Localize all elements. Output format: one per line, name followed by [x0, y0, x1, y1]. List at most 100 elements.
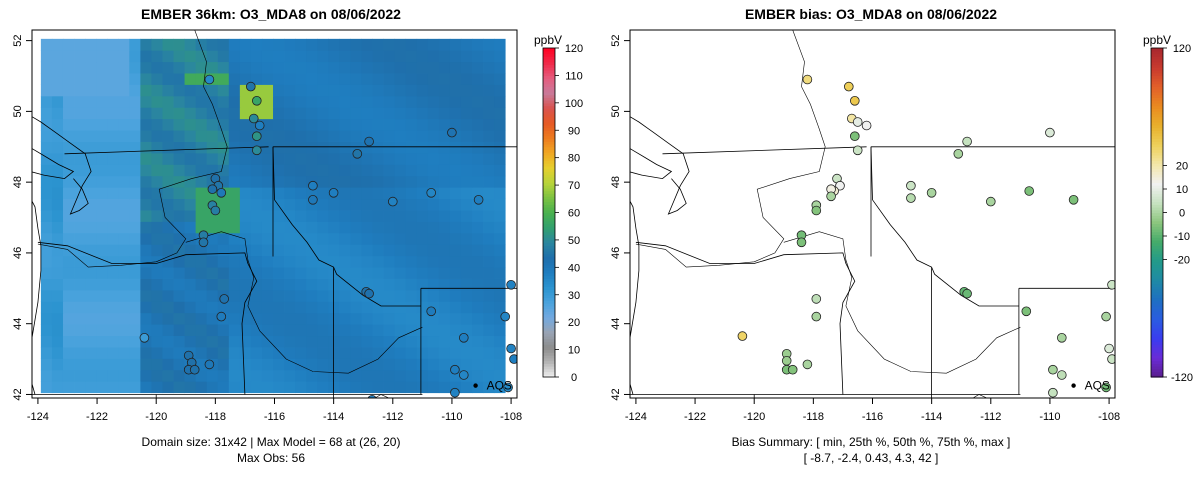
model-cell [372, 312, 384, 325]
model-cell [472, 61, 484, 74]
colorbar-tick-label: 50 [568, 235, 580, 247]
bias-point [906, 180, 916, 191]
bias-point [953, 149, 964, 159]
model-cell [85, 312, 97, 325]
model-cell [96, 141, 108, 154]
model-cell [151, 50, 163, 63]
model-cell [350, 335, 362, 348]
colorbar-swatch [543, 267, 555, 271]
colorbar-swatch [543, 132, 555, 137]
model-cell [74, 84, 86, 97]
model-cell [361, 312, 373, 325]
model-cell [40, 301, 53, 314]
model-cell [239, 255, 252, 268]
colorbar-swatch [1151, 78, 1163, 82]
model-cell [74, 141, 86, 154]
model-cell [206, 301, 219, 314]
colorbar-swatch [1151, 127, 1163, 131]
colorbar-swatch [543, 270, 555, 274]
model-cell [427, 369, 440, 382]
model-cell [184, 289, 197, 302]
colorbar-swatch [1151, 53, 1163, 57]
model-cell [427, 232, 440, 245]
model-cell [96, 107, 108, 120]
model-cell [129, 187, 141, 200]
colorbar-swatch [1151, 64, 1163, 68]
model-cell [416, 95, 429, 108]
observation-point [219, 294, 230, 304]
model-cell [85, 84, 97, 97]
model-cell [162, 369, 174, 382]
model-cell [51, 61, 64, 74]
model-cell [62, 358, 75, 371]
model-cell [151, 95, 163, 108]
colorbar-swatch [1151, 48, 1163, 52]
model-cell [394, 289, 407, 302]
model-cell [472, 38, 484, 51]
colorbar-swatch [1151, 179, 1163, 183]
model-cell [250, 221, 263, 234]
model-cell [350, 312, 362, 325]
model-cell [162, 210, 174, 222]
model-cell [96, 221, 108, 234]
model-cell [228, 187, 241, 200]
colorbar-swatch [1151, 56, 1163, 60]
model-cell [206, 369, 219, 382]
observation-point [308, 195, 318, 205]
model-cell [96, 152, 108, 165]
model-cell [483, 61, 495, 74]
model-cell [361, 187, 373, 200]
colorbar-swatch [1151, 297, 1163, 301]
model-cell [449, 335, 462, 348]
model-cell [483, 141, 495, 154]
model-cell [107, 107, 119, 120]
colorbar-swatch [543, 278, 555, 282]
colorbar-swatch [543, 204, 555, 208]
model-cell [449, 198, 462, 211]
x-tick-label: -118 [803, 411, 824, 423]
model-cell [239, 38, 252, 51]
observation-point [204, 74, 215, 85]
model-cell [339, 141, 351, 154]
model-cell [74, 278, 86, 291]
model-cell [317, 198, 329, 211]
model-cell [151, 141, 163, 154]
model-cell [261, 50, 274, 63]
model-cell [151, 73, 163, 85]
model-cell [483, 244, 495, 257]
model-cell [460, 255, 473, 268]
model-cell [250, 301, 263, 314]
model-cell [273, 141, 285, 154]
model-cell [74, 347, 86, 359]
model-cell [438, 38, 451, 51]
model-cell [228, 107, 241, 120]
model-cell [261, 175, 274, 188]
model-cell [85, 301, 97, 314]
model-cell [40, 267, 53, 279]
model-cell [284, 347, 296, 359]
model-cell [118, 210, 130, 222]
model-cell [107, 312, 119, 325]
model-cell [261, 324, 274, 337]
model-cell [306, 255, 318, 268]
model-cell [460, 324, 473, 337]
model-cell [74, 369, 86, 382]
colorbar-swatch [1151, 75, 1163, 79]
model-cell [129, 107, 141, 120]
y-tick-label: 48 [610, 176, 622, 188]
model-cell [206, 152, 219, 165]
model-cell [494, 175, 506, 188]
model-cell [195, 84, 208, 97]
model-cell [460, 38, 473, 51]
model-cell [195, 255, 208, 268]
model-cell [107, 267, 119, 279]
model-cell [394, 73, 407, 85]
model-cell [228, 130, 241, 142]
model-cell [438, 198, 451, 211]
model-cell [394, 164, 407, 177]
colorbar-swatch [543, 97, 555, 101]
model-cell [416, 232, 429, 245]
model-cell [295, 50, 307, 63]
model-cell [394, 84, 407, 97]
colorbar-swatch [1151, 196, 1163, 200]
